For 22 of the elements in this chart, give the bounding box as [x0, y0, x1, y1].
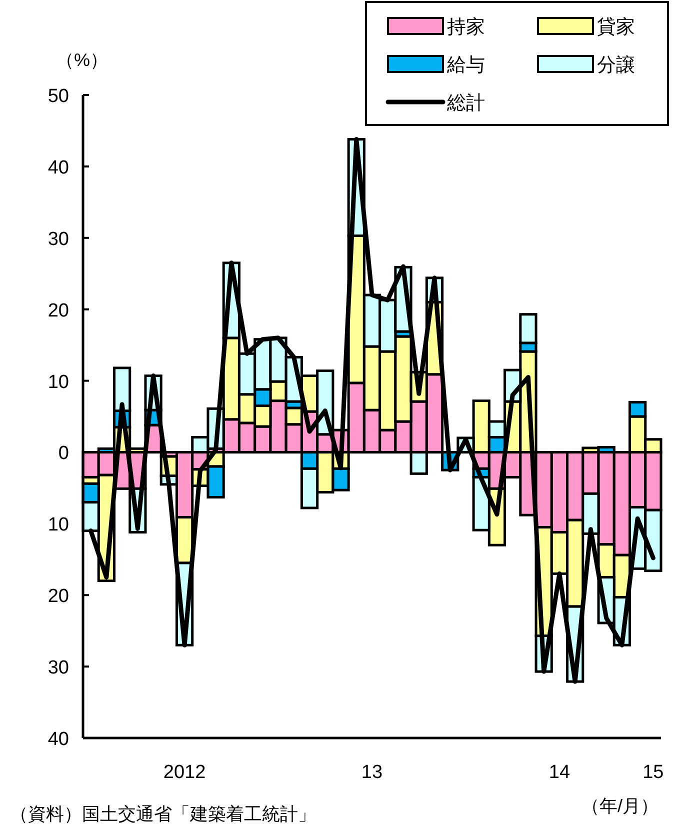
- x-tick-label: 13: [361, 762, 383, 783]
- x-tick-label: 15: [642, 762, 664, 783]
- legend-label: 貸家: [597, 16, 635, 38]
- x-axis-title: （年/月）: [581, 796, 659, 816]
- y-tick-label: 40: [48, 157, 69, 178]
- y-axis-title: （%）: [56, 50, 108, 70]
- y-tick-label: 20: [48, 300, 69, 322]
- y-tick-label: 40: [48, 729, 69, 750]
- y-tick-label: 30: [48, 228, 69, 250]
- y-tick-label: 30: [48, 658, 69, 679]
- text: （資料）国土交通省「建築着工統計」: [10, 804, 316, 824]
- legend-label: 総計: [446, 93, 485, 114]
- legend-label: 分譲: [597, 55, 635, 76]
- y-tick-label: 10: [48, 514, 69, 536]
- y-tick-label: 0: [58, 443, 69, 464]
- legend-label: 給与: [446, 55, 485, 76]
- x-tick-label: 14: [548, 762, 570, 783]
- y-tick-label: 50: [48, 86, 69, 107]
- y-tick-label: 20: [48, 586, 69, 608]
- x-tick-label: 2012: [163, 762, 206, 783]
- y-tick-label: 10: [48, 372, 69, 393]
- legend-label: 持家: [447, 16, 485, 38]
